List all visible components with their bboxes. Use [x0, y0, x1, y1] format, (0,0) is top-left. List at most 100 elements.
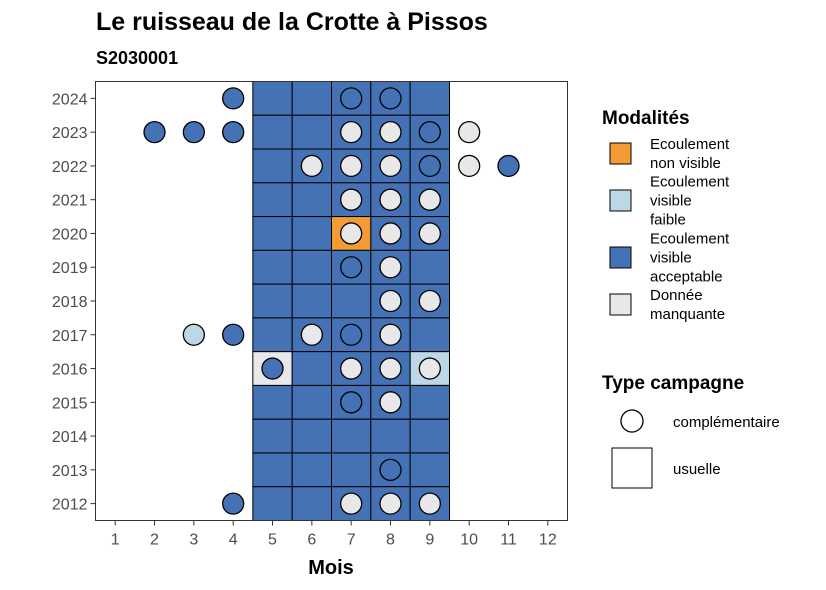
- tile-2019-9: [409, 249, 450, 285]
- tile-2020-6: [291, 216, 332, 251]
- legend-label-non_visible: Ecoulement: [650, 136, 730, 153]
- tile-2016-6: [291, 351, 332, 386]
- y-tick-label: 2012: [52, 497, 88, 514]
- x-tick-label: 10: [460, 532, 478, 549]
- x-tick-label: 5: [268, 532, 277, 549]
- x-tick-label: 11: [500, 532, 517, 549]
- y-tick-label: 2022: [52, 159, 88, 176]
- point-2021-7: [340, 188, 363, 211]
- point-2012-4: [222, 492, 245, 515]
- tile-2014-9: [409, 418, 450, 454]
- legend-key-non_visible: [609, 142, 632, 165]
- y-tick-label: 2020: [52, 226, 88, 243]
- tile-2024-5: [252, 81, 293, 116]
- legend-label-faible: faible: [650, 212, 686, 229]
- x-tick-label: 2: [150, 532, 159, 549]
- y-tick-label: 2019: [52, 260, 88, 277]
- point-2023-2: [143, 121, 166, 144]
- point-2023-7: [340, 121, 363, 144]
- tile-2018-5: [252, 283, 293, 319]
- point-2022-9: [418, 154, 441, 178]
- tile-2013-5: [252, 452, 293, 488]
- legend-modalites: Modalités Ecoulement non visible Ecoulement…: [602, 108, 730, 323]
- tile-2023-5: [252, 114, 293, 150]
- legend-label-acceptable: acceptable: [650, 269, 723, 286]
- point-2016-9: [418, 357, 441, 380]
- point-2019-8: [379, 256, 402, 279]
- point-2020-7: [340, 222, 363, 245]
- point-2024-8: [379, 87, 402, 110]
- legend-label-manquante: Donnée: [650, 287, 703, 304]
- x-tick-label: 6: [307, 532, 316, 549]
- point-2022-10: [458, 154, 481, 178]
- tile-2017-5: [252, 317, 293, 353]
- legend-key-faible: [609, 189, 632, 212]
- y-tick-label: 2024: [52, 91, 88, 108]
- y-tick-label: 2023: [52, 125, 88, 142]
- x-tick-label: 3: [189, 532, 198, 549]
- point-2021-9: [418, 188, 441, 211]
- point-2012-9: [418, 492, 441, 515]
- legend-modalites-title: Modalités: [602, 108, 690, 129]
- point-2023-8: [379, 121, 402, 144]
- tile-2016-5: [252, 351, 293, 386]
- point-2018-8: [379, 289, 402, 313]
- plot-area: [95, 81, 568, 522]
- tile-2013-9: [409, 452, 450, 488]
- tile-2024-6: [291, 81, 332, 116]
- tile-2021-5: [252, 182, 293, 218]
- tile-2018-7: [331, 283, 372, 319]
- tile-2017-9: [409, 317, 450, 353]
- y-tick-label: 2013: [52, 463, 88, 480]
- point-2019-7: [340, 256, 363, 279]
- legend-label-acceptable: Ecoulement: [650, 231, 730, 248]
- y-tick-label: 2018: [52, 294, 88, 311]
- legend-campagne-title: Type campagne: [602, 373, 744, 394]
- y-axis-ticks: 2012 2013 2014 2015 2016 2017 2018 2019 2020 2021…: [52, 91, 96, 514]
- tile-2012-9: [409, 486, 450, 522]
- point-2023-10: [458, 121, 481, 144]
- x-tick-label: 4: [229, 532, 238, 549]
- tile-2015-5: [252, 384, 293, 420]
- point-2015-7: [340, 391, 363, 414]
- point-2024-7: [340, 87, 363, 110]
- tile-2013-7: [331, 452, 372, 488]
- x-axis-ticks: 1 2 3 4 5 6 7 8 9 10 11 12: [111, 520, 557, 549]
- y-tick-label: 2015: [52, 395, 88, 412]
- chart-title: Le ruisseau de la Crotte à Pissos: [96, 8, 488, 36]
- y-tick-label: 2016: [52, 362, 88, 379]
- legend-label-faible: visible: [650, 193, 692, 210]
- tile-2014-6: [291, 418, 332, 454]
- point-2016-8: [379, 357, 402, 380]
- point-2012-8: [379, 492, 402, 515]
- x-tick-label: 7: [347, 532, 356, 549]
- point-2016-7: [340, 357, 363, 380]
- point-2023-3: [182, 121, 205, 144]
- point-2022-7: [340, 154, 363, 178]
- legend-label-square: usuelle: [673, 461, 721, 478]
- tile-2018-6: [291, 283, 332, 319]
- tile-2013-6: [291, 452, 332, 488]
- tile-2014-8: [370, 418, 411, 454]
- x-tick-label: 12: [539, 532, 557, 549]
- point-2022-11: [497, 154, 520, 178]
- point-2017-6: [300, 323, 323, 346]
- tile-2015-6: [291, 384, 332, 420]
- tile-2021-6: [291, 182, 332, 218]
- point-2021-8: [379, 188, 402, 211]
- point-2012-7: [340, 492, 363, 515]
- legend-label-faible: Ecoulement: [650, 174, 730, 191]
- x-tick-label: 9: [425, 532, 434, 549]
- legend-label-non_visible: non visible: [650, 155, 721, 172]
- legend-key-usuelle: [611, 447, 653, 489]
- point-2023-9: [418, 121, 441, 144]
- tile-2019-6: [291, 249, 332, 285]
- point-2020-8: [379, 222, 402, 245]
- legend-type-campagne: Type campagne complémentaire usuelle: [602, 373, 780, 489]
- tile-2012-6: [291, 486, 332, 522]
- point-2017-4: [222, 323, 245, 346]
- point-2023-4: [222, 121, 245, 144]
- x-tick-label: 8: [386, 532, 395, 549]
- point-2022-8: [379, 154, 402, 178]
- point-2017-7: [340, 323, 363, 346]
